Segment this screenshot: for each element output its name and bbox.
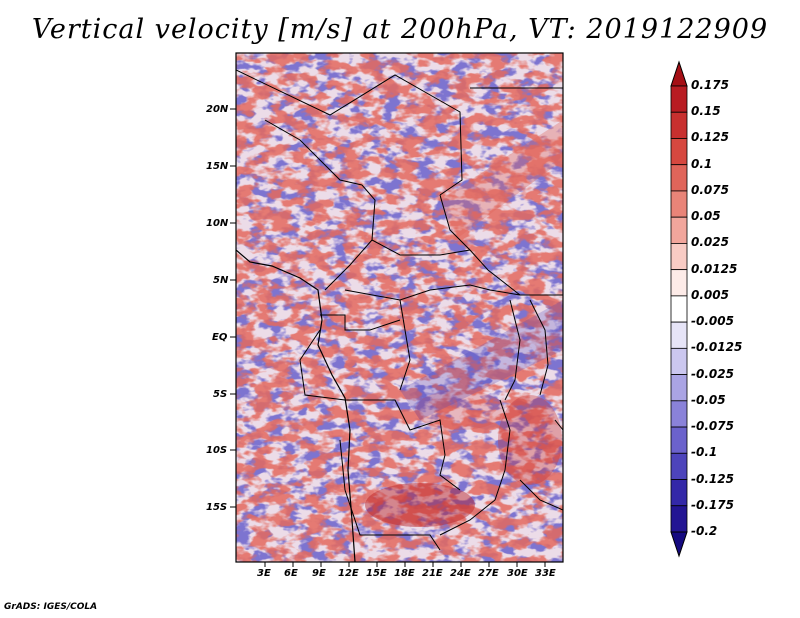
colorbar-top-arrow <box>670 60 688 87</box>
colorbar-label: 0.025 <box>691 235 729 250</box>
colorbar-bin <box>670 216 688 244</box>
lon-label-6e: 6E <box>284 568 298 579</box>
colorbar-label: -0.05 <box>691 392 726 407</box>
colorbar-bin <box>670 374 688 402</box>
colorbar-label: -0.005 <box>691 314 734 329</box>
lat-label-15n: 15N <box>206 161 229 172</box>
country-boundaries <box>236 69 563 551</box>
velocity-field <box>236 53 563 562</box>
colorbar-bin <box>670 85 688 113</box>
colorbar-bin <box>670 347 688 375</box>
chart-title: Vertical velocity [m/s] at 200hPa, VT: 2… <box>31 14 769 45</box>
lat-label-10s: 10S <box>206 445 228 456</box>
colorbar-bin <box>670 138 688 166</box>
lat-label-eq: EQ <box>212 332 228 343</box>
lon-label-21e: 21E <box>422 568 443 579</box>
lon-label-12e: 12E <box>338 568 359 579</box>
colorbar-bin <box>670 269 688 297</box>
colorbar-bottom-arrow <box>670 531 688 558</box>
colorbar-label: 0.005 <box>691 287 729 302</box>
colorbar-bin <box>670 426 688 454</box>
colorbar-bin <box>670 479 688 507</box>
colorbar-label: 0.05 <box>691 209 721 224</box>
colorbar-label: 0.0125 <box>691 261 738 276</box>
lon-label-33e: 33E <box>535 568 556 579</box>
lat-label-5s: 5S <box>213 389 228 400</box>
lat-label-5n: 5N <box>213 275 229 286</box>
colorbar-bin <box>670 505 688 533</box>
lon-label-18e: 18E <box>394 568 415 579</box>
colorbar-label: -0.175 <box>691 497 734 512</box>
map-frame <box>235 52 564 563</box>
lat-label-15s: 15S <box>206 502 228 513</box>
colorbar-bin <box>670 400 688 428</box>
colorbar-bin <box>670 452 688 480</box>
colorbar-bin <box>670 164 688 192</box>
colorbar-label: -0.1 <box>691 445 718 460</box>
colorbar-label: 0.15 <box>691 104 721 119</box>
colorbar-bin <box>670 111 688 139</box>
lon-label-24e: 24E <box>450 568 471 579</box>
colorbar-label: -0.025 <box>691 366 734 381</box>
lon-label-3e: 3E <box>257 568 271 579</box>
colorbar-bin <box>670 190 688 218</box>
colorbar <box>670 60 688 558</box>
colorbar-bin <box>670 243 688 271</box>
colorbar-bin <box>670 295 688 323</box>
lon-label-15e: 15E <box>366 568 387 579</box>
colorbar-bin <box>670 321 688 349</box>
colorbar-label: 0.125 <box>691 130 729 145</box>
lat-label-20n: 20N <box>206 104 229 115</box>
colorbar-label: -0.2 <box>691 524 718 538</box>
lon-label-9e: 9E <box>312 568 326 579</box>
colorbar-label: 0.1 <box>691 156 713 171</box>
colorbar-label: -0.075 <box>691 419 734 434</box>
colorbar-label: -0.125 <box>691 471 734 486</box>
lat-label-10n: 10N <box>206 218 229 229</box>
colorbar-label: 0.075 <box>691 182 729 197</box>
colorbar-label: -0.0125 <box>691 340 743 355</box>
colorbar-label: 0.175 <box>691 78 729 92</box>
grads-credit: GrADS: IGES/COLA <box>4 602 98 612</box>
lon-label-30e: 30E <box>507 568 528 579</box>
lon-label-27e: 27E <box>478 568 499 579</box>
